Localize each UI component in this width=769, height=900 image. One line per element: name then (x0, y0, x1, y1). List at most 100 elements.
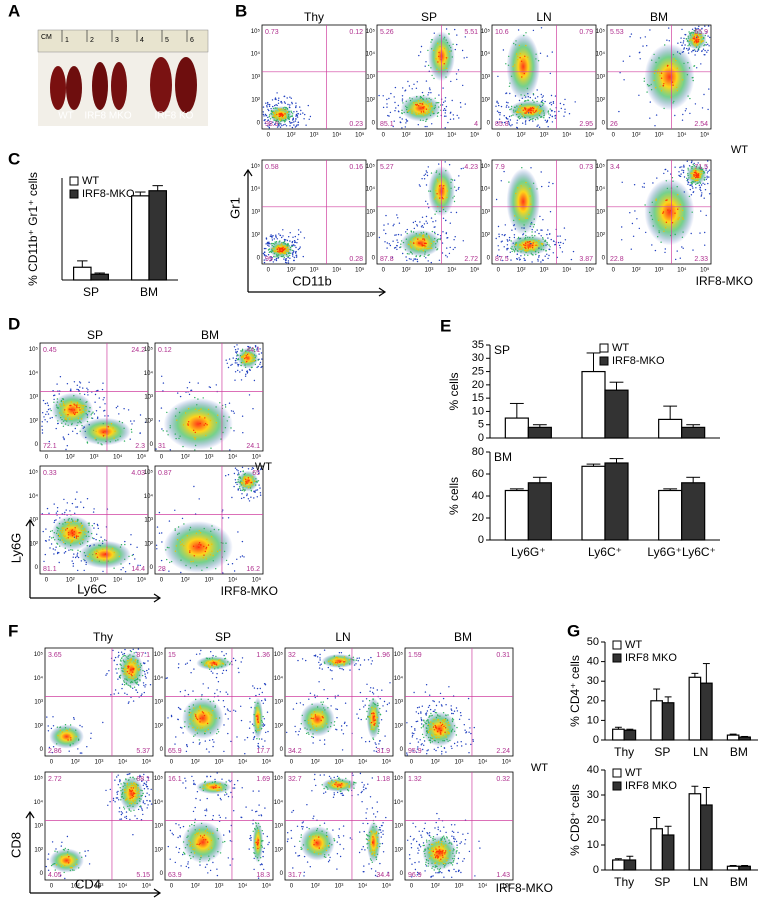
event-dot (648, 85, 649, 86)
event-dot (256, 716, 257, 717)
event-dot (302, 826, 303, 827)
event-dot (691, 183, 692, 184)
event-dot (42, 432, 43, 433)
event-dot (426, 714, 427, 715)
event-dot (436, 179, 437, 180)
event-dot (537, 108, 538, 109)
event-dot (379, 237, 380, 238)
event-dot (177, 534, 178, 535)
event-dot (530, 119, 531, 120)
event-dot (689, 48, 690, 49)
event-dot (451, 179, 452, 180)
event-dot (511, 246, 512, 247)
event-dot (697, 174, 698, 175)
event-dot (454, 711, 455, 712)
event-dot (655, 62, 656, 63)
event-dot (543, 103, 544, 104)
event-dot (76, 425, 77, 426)
event-dot (517, 238, 518, 239)
flow-y-tick: 10³ (394, 700, 403, 706)
event-dot (73, 865, 74, 866)
quadrant-percent: 22.8 (610, 256, 624, 263)
event-dot (374, 720, 375, 721)
event-dot (299, 248, 300, 249)
event-dot (317, 656, 318, 657)
event-dot (698, 36, 699, 37)
event-dot (273, 261, 274, 262)
event-dot (451, 705, 452, 706)
event-dot (54, 503, 55, 504)
event-dot (420, 739, 421, 740)
event-dot (46, 411, 47, 412)
event-dot (709, 170, 710, 171)
event-dot (108, 426, 109, 427)
event-dot (670, 235, 671, 236)
event-dot (525, 252, 526, 253)
density-core (182, 821, 223, 862)
event-dot (518, 116, 519, 117)
event-dot (237, 359, 238, 360)
event-dot (313, 728, 314, 729)
event-dot (295, 103, 296, 104)
event-dot (465, 732, 466, 733)
event-dot (701, 36, 702, 37)
event-dot (258, 842, 259, 843)
event-dot (704, 54, 705, 55)
event-dot (285, 245, 286, 246)
event-dot (293, 244, 294, 245)
event-dot (683, 40, 684, 41)
event-dot (445, 704, 446, 705)
event-dot (45, 528, 46, 529)
event-dot (262, 716, 263, 717)
event-dot (363, 706, 364, 707)
event-dot (387, 223, 388, 224)
event-dot (60, 376, 61, 377)
event-dot (445, 76, 446, 77)
panel-label: F (8, 621, 18, 640)
event-dot (438, 94, 439, 95)
event-dot (401, 110, 402, 111)
event-dot (443, 110, 444, 111)
event-dot (382, 843, 383, 844)
event-dot (144, 692, 145, 693)
event-dot (93, 538, 94, 539)
event-dot (79, 852, 80, 853)
event-dot (702, 107, 703, 108)
event-dot (261, 840, 262, 841)
event-dot (213, 666, 214, 667)
event-dot (71, 419, 72, 420)
event-dot (165, 549, 166, 550)
event-dot (303, 256, 304, 257)
event-dot (453, 118, 454, 119)
event-dot (121, 818, 122, 819)
event-dot (547, 55, 548, 56)
flow-y-tick: 0 (40, 871, 44, 877)
event-dot (663, 108, 664, 109)
event-dot (679, 217, 680, 218)
event-dot (67, 851, 68, 852)
event-dot (513, 250, 514, 251)
event-dot (704, 172, 705, 173)
event-dot (51, 728, 52, 729)
event-dot (707, 177, 708, 178)
event-dot (413, 231, 414, 232)
event-dot (187, 844, 188, 845)
flow-plot (40, 343, 148, 451)
event-dot (77, 403, 78, 404)
event-dot (429, 103, 430, 104)
event-dot (79, 386, 80, 387)
event-dot (48, 539, 49, 540)
event-dot (126, 798, 127, 799)
event-dot (431, 262, 432, 263)
event-dot (131, 677, 132, 678)
event-dot (283, 258, 284, 259)
event-dot (206, 424, 207, 425)
event-dot (204, 665, 205, 666)
event-dot (371, 860, 372, 861)
event-dot (188, 867, 189, 868)
event-dot (189, 712, 190, 713)
event-dot (63, 542, 64, 543)
event-dot (437, 43, 438, 44)
event-dot (235, 479, 236, 480)
event-dot (241, 482, 242, 483)
